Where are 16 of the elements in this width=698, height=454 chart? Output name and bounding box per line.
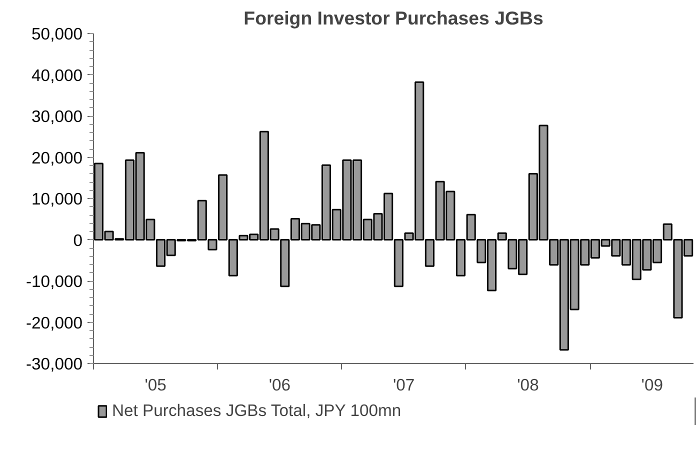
x-tick-label: '06 xyxy=(268,376,291,394)
x-tick-label: '08 xyxy=(517,376,539,394)
y-tick-label: -20,000 xyxy=(26,313,83,332)
y-tick-label: 20,000 xyxy=(32,148,83,168)
y-tick-label: -30,000 xyxy=(26,354,83,374)
y-tick-label: -10,000 xyxy=(26,272,83,291)
legend-label: Net Purchases JGBs Total, JPY 100mn xyxy=(112,401,402,421)
y-tick-label: 10,000 xyxy=(32,190,83,208)
chart-title: Foreign Investor Purchases JGBs xyxy=(244,8,544,28)
y-tick-label: 50,000 xyxy=(32,24,83,44)
x-tick-label: '07 xyxy=(392,376,415,394)
y-tick-label: 30,000 xyxy=(32,107,83,126)
x-tick-label: '09 xyxy=(641,376,663,394)
x-tick-label: '05 xyxy=(144,376,166,394)
y-tick-label: 40,000 xyxy=(32,66,83,85)
y-tick-label: 0 xyxy=(73,230,82,250)
